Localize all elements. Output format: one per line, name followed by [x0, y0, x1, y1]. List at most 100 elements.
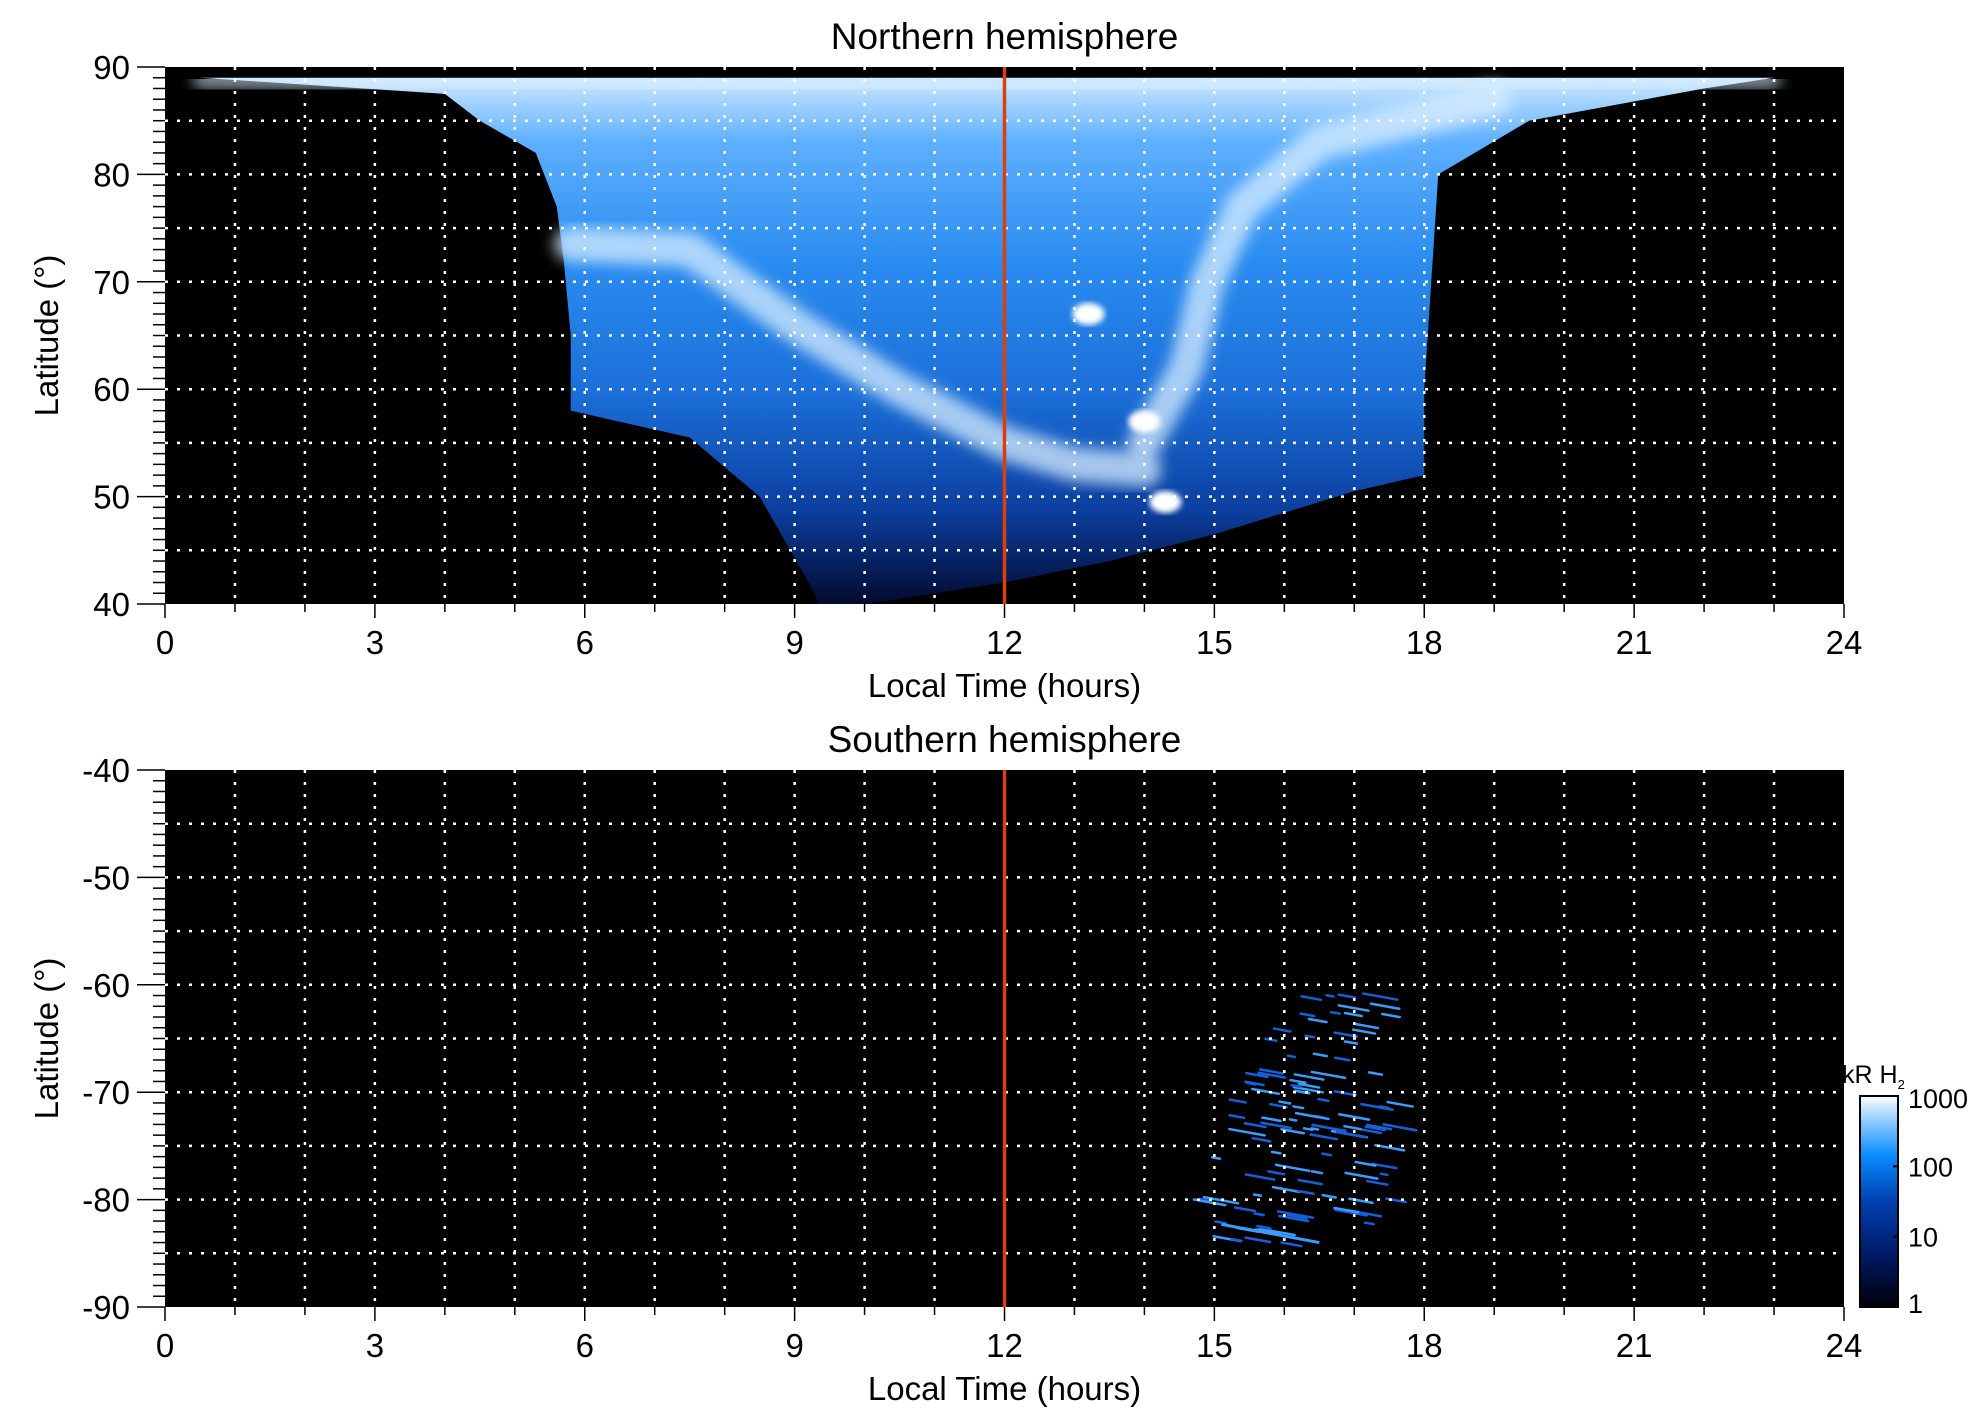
emission-streak	[1369, 1002, 1401, 1011]
emission-streak	[1311, 1123, 1347, 1133]
emission-streak	[1298, 1082, 1321, 1089]
emission-streak	[1256, 1224, 1272, 1230]
emission-streak	[1286, 1213, 1308, 1220]
emission-streak	[1378, 1105, 1390, 1110]
emission-streak	[1338, 1113, 1371, 1121]
y-tick-label: -80	[82, 1182, 130, 1219]
emission-streak	[1294, 1111, 1330, 1121]
emission-streak	[1270, 1150, 1282, 1155]
emission-streak	[1272, 1027, 1292, 1033]
emission-streak	[1366, 1179, 1389, 1186]
emission-streak	[1364, 1125, 1387, 1132]
y-tick-label: 40	[93, 586, 130, 623]
emission-streak	[1317, 1097, 1330, 1103]
x-tick-label: 24	[1826, 624, 1863, 661]
colorbar-tick-label: 10	[1908, 1223, 1938, 1253]
emission-streak	[1366, 1123, 1393, 1131]
emission-streak	[1257, 1071, 1287, 1079]
emission-streak	[1228, 1098, 1247, 1104]
y-tick-label: 80	[93, 156, 130, 193]
emission-streak	[1325, 993, 1335, 998]
auroral-emission-region	[199, 77, 1775, 604]
emission-streak	[1271, 1185, 1301, 1194]
y-tick-label: 70	[93, 264, 130, 301]
emission-streak	[1292, 1105, 1305, 1110]
emission-streak	[1386, 1100, 1414, 1108]
emission-streak	[1233, 1206, 1257, 1213]
emission-streak	[1280, 1241, 1303, 1248]
emission-streak	[1277, 1210, 1315, 1219]
panel-title: Northern hemisphere	[831, 16, 1179, 57]
x-tick-label: 3	[366, 624, 384, 661]
bright-spot	[1072, 303, 1105, 326]
y-tick-label: -90	[82, 1289, 130, 1326]
x-tick-label: 3	[366, 1327, 384, 1364]
emission-streak	[1299, 1012, 1316, 1018]
emission-streak	[1363, 1221, 1375, 1226]
x-axis-label: Local Time (hours)	[868, 1370, 1141, 1407]
panel-title: Southern hemisphere	[828, 719, 1182, 760]
emission-streak	[1353, 1022, 1380, 1030]
x-tick-label: 6	[576, 624, 594, 661]
emission-streak	[1253, 1212, 1265, 1217]
emission-streak	[1228, 1127, 1266, 1137]
emission-streak	[1333, 1208, 1368, 1217]
emission-streak	[1278, 1100, 1292, 1105]
emission-streak	[1351, 1028, 1377, 1035]
emission-streak	[1286, 1054, 1297, 1059]
emission-streak	[1354, 1160, 1377, 1167]
x-tick-label: 21	[1616, 1327, 1653, 1364]
colorbar-tick-label: 1000	[1908, 1084, 1968, 1114]
emission-streak	[1258, 1068, 1285, 1075]
emission-streak	[1304, 1034, 1316, 1039]
emission-streak	[1367, 1071, 1384, 1076]
colorbar-tick-label: 100	[1908, 1152, 1953, 1182]
emission-streak	[1337, 993, 1357, 999]
emission-streak	[1261, 1116, 1282, 1123]
emission-streak	[1321, 1152, 1333, 1157]
emission-streak	[1245, 1081, 1258, 1086]
emission-streak	[1274, 1163, 1311, 1173]
emission-streak	[1296, 1189, 1315, 1196]
auroral-arc	[1127, 82, 1512, 460]
southern-hemisphere-panel: 0 3 6 9 12 15 18 21 24 -40 -50 -60 -70 -80 -90 Southern…	[28, 719, 1862, 1407]
emission-streak	[1210, 1156, 1222, 1161]
emission-streak	[1310, 1127, 1320, 1131]
emission-streak	[1344, 1171, 1379, 1180]
bright-spot	[1149, 490, 1182, 513]
emission-streak	[1199, 1197, 1211, 1202]
emission-streak	[1252, 1193, 1263, 1198]
emission-streak	[1293, 1073, 1325, 1081]
bright-spot	[1128, 410, 1161, 433]
y-tick-label: 90	[93, 49, 130, 86]
emission-layer	[1192, 992, 1418, 1248]
emission-streak	[1312, 1052, 1329, 1058]
y-tick-label: -40	[82, 752, 130, 789]
emission-streak	[1244, 1236, 1272, 1244]
emission-streak	[1288, 1118, 1298, 1122]
emission-streak	[1310, 1070, 1347, 1080]
x-tick-label: 18	[1406, 1327, 1443, 1364]
emission-streak	[1343, 1124, 1362, 1131]
emission-streak	[1244, 1173, 1276, 1181]
x-tick-label: 0	[156, 624, 174, 661]
y-tick-label: -50	[82, 859, 130, 896]
emission-streak	[1371, 1162, 1398, 1170]
northern-hemisphere-panel: 0 3 6 9 12 15 18 21 24 90 80 70 60 50 40 Northern hemis…	[28, 16, 1862, 704]
emission-streak	[1343, 1040, 1359, 1045]
emission-streak	[1362, 992, 1399, 1001]
x-tick-label: 24	[1826, 1327, 1863, 1364]
emission-streak	[1329, 1010, 1341, 1015]
emission-streak	[1374, 1143, 1406, 1152]
emission-streak	[1264, 1037, 1278, 1043]
x-tick-label: 18	[1406, 624, 1443, 661]
emission-streak	[1280, 1128, 1305, 1135]
x-tick-label: 12	[986, 1327, 1023, 1364]
colorbar: kR H2 1000 100 10 1	[1842, 1061, 1968, 1319]
x-tick-label: 12	[986, 624, 1023, 661]
emission-streak	[1228, 1113, 1246, 1120]
emission-streak	[1333, 1090, 1357, 1097]
emission-streak	[1334, 1056, 1351, 1062]
emission-streak	[1309, 1133, 1339, 1141]
